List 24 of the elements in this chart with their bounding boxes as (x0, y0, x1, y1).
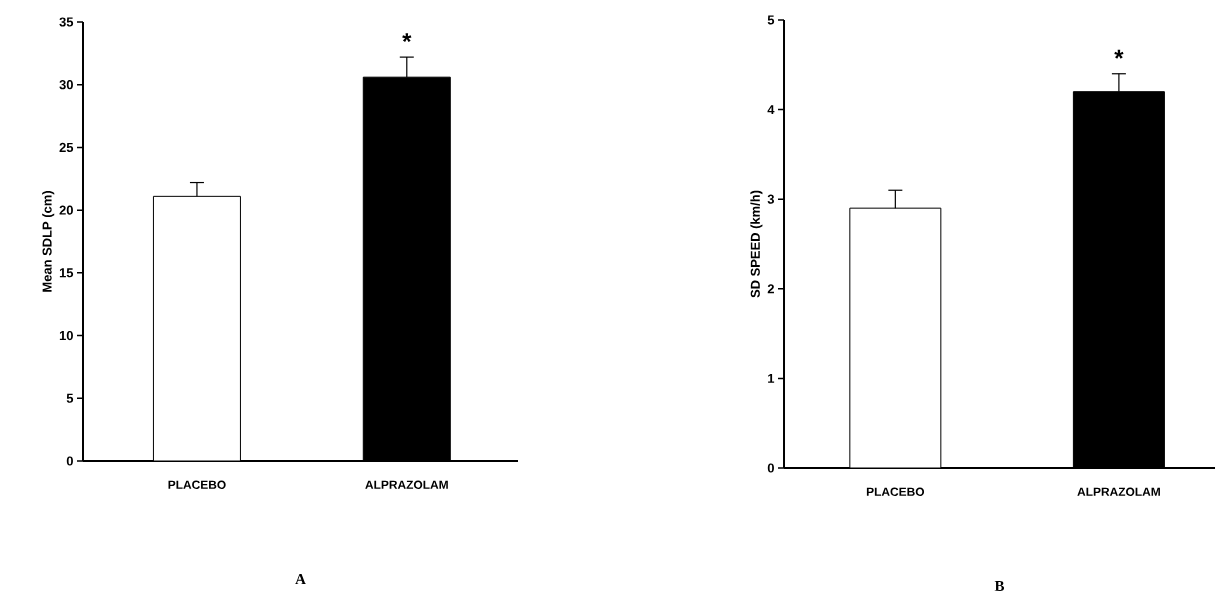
y-axis-title: SD SPEED (km/h) (750, 190, 763, 298)
y-tick-label: 5 (66, 393, 74, 403)
y-tick-label: 20 (59, 205, 73, 215)
y-tick-label: 30 (59, 80, 73, 90)
y-tick-label: 0 (767, 463, 774, 473)
y-tick-label: 2 (767, 284, 774, 294)
x-tick-label: PLACEBO (168, 480, 226, 489)
text: A (295, 574, 306, 584)
x-tick-label: ALPRAZOLAM (1077, 487, 1160, 496)
x-tick-label: PLACEBO (866, 487, 925, 496)
y-axis-title: Mean SDLP (cm) (42, 191, 55, 292)
y-tick-label: 15 (59, 268, 74, 278)
y-tick-label: 3 (767, 194, 775, 204)
annotation: * (402, 33, 412, 43)
annotation: * (1114, 49, 1124, 59)
y-tick-label: 10 (59, 330, 73, 341)
x-tick-label: ALPRAZOLAM (365, 480, 448, 489)
y-tick-label: 5 (767, 15, 775, 25)
y-tick-label: 4 (767, 105, 775, 115)
y-tick-label: 25 (59, 142, 74, 153)
y-tick-label: 0 (66, 456, 73, 466)
y-tick-label: 35 (59, 17, 74, 27)
y-tick-label: 1 (768, 373, 775, 383)
text: B (994, 581, 1005, 591)
